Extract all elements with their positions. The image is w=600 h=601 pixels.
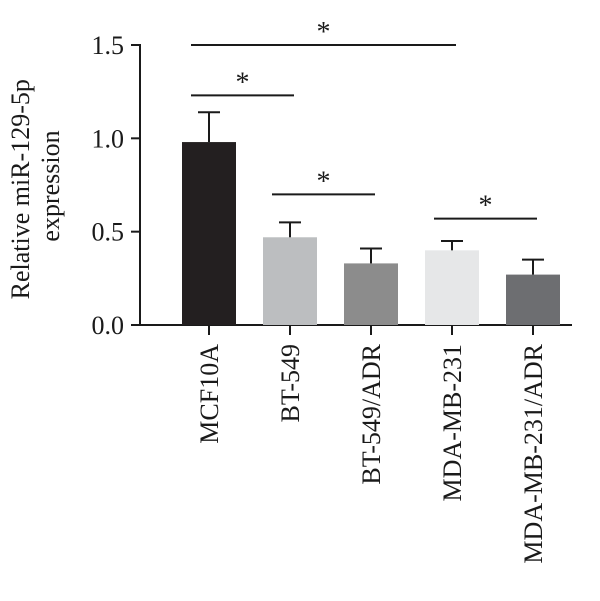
y-tick-label: 1.0 bbox=[92, 124, 125, 153]
x-tick-label: BT-549/ADR bbox=[357, 343, 386, 484]
bar bbox=[182, 142, 236, 325]
y-tick-label: 0.5 bbox=[92, 218, 125, 247]
significance-star: * bbox=[479, 191, 493, 222]
significance-star: * bbox=[236, 67, 250, 98]
bar bbox=[344, 263, 398, 325]
y-tick-label: 0.0 bbox=[92, 311, 125, 340]
significance-star: * bbox=[317, 17, 331, 48]
bar bbox=[425, 250, 479, 325]
x-tick-label: MCF10A bbox=[195, 344, 224, 444]
bar bbox=[506, 274, 560, 325]
x-tick-label: MDA-MB-231 bbox=[438, 344, 467, 501]
y-axis-title: Relative miR-129-5p expression bbox=[6, 73, 65, 300]
bar bbox=[263, 237, 317, 325]
y-axis-title-line-2: expression bbox=[36, 130, 65, 241]
significance-star: * bbox=[317, 166, 331, 197]
x-tick-label: BT-549 bbox=[276, 344, 305, 423]
x-tick-label: MDA-MB-231/ADR bbox=[519, 343, 548, 563]
y-axis-title-line-1: Relative miR-129-5p bbox=[6, 79, 35, 299]
y-tick-label: 1.5 bbox=[92, 31, 125, 60]
plot-area: 0.0 0.5 1.0 1.5 MCF10A BT-549 BT-549/ADR MDA-MB… bbox=[92, 17, 572, 564]
